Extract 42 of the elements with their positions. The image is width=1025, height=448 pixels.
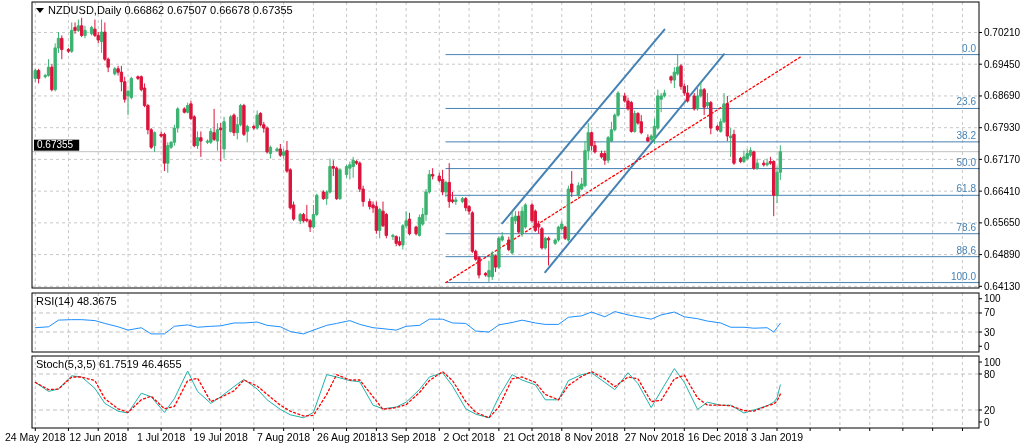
series-label: 0.0 [962,42,977,54]
y-tick-label: 100 [984,293,1002,305]
y-tick-label: 30 [984,326,996,338]
ref-line-label: 0.67355 [37,139,74,151]
x-tick-label: 8 Nov 2018 [564,431,619,443]
series-label: 100.0 [950,270,977,282]
series-label: 61.8 [956,183,977,195]
series-label: 50.0 [956,156,977,168]
y-tick-label: 0.65650 [984,217,1021,229]
x-tick-label: 21 Oct 2018 [503,431,561,443]
x-tick-label: 24 May 2018 [4,431,66,443]
y-tick-label: 0.68690 [984,90,1021,102]
y-tick-label: 0.69450 [984,58,1021,70]
y-tick-label: 0.70210 [984,26,1021,38]
series-label: 38.2 [956,129,977,141]
y-tick-label: 0.64130 [984,280,1021,292]
x-tick-label: 26 Aug 2018 [317,431,377,443]
x-tick-label: 3 Jan 2019 [751,431,804,443]
y-tick-label: 20 [984,404,996,416]
series-label: 88.6 [956,244,977,256]
x-tick-label: 27 Nov 2018 [624,431,685,443]
y-tick-label: 0.67170 [984,153,1021,165]
y-tick-label: 0.66410 [984,185,1021,197]
x-tick-label: 12 Jun 2018 [69,431,128,443]
y-tick-label: 0 [984,340,990,352]
chart-title: Stoch(5,3,5) 61.7519 46.4655 [36,358,182,370]
y-tick-label: 0.64890 [984,249,1021,261]
x-tick-label: 16 Dec 2018 [687,431,748,443]
y-tick-label: 80 [984,368,996,380]
x-tick-label: 1 Jul 2018 [136,431,186,443]
y-tick-label: 70 [984,307,996,319]
y-tick-label: 0.67930 [984,122,1021,134]
series-label: 78.6 [956,221,977,233]
x-tick-label: 2 Oct 2018 [443,431,495,443]
chart-title: NZDUSD,Daily 0.66862 0.67507 0.66678 0.67355 [48,4,293,16]
x-tick-label: 19 Jul 2018 [193,431,249,443]
series-label: 23.6 [956,96,977,108]
chart-title: RSI(14) 48.3675 [36,295,117,307]
x-tick-label: 13 Sep 2018 [376,431,437,443]
y-tick-label: 0 [984,416,990,428]
y-tick-label: 100 [984,356,1002,368]
x-tick-label: 7 Aug 2018 [257,431,311,443]
